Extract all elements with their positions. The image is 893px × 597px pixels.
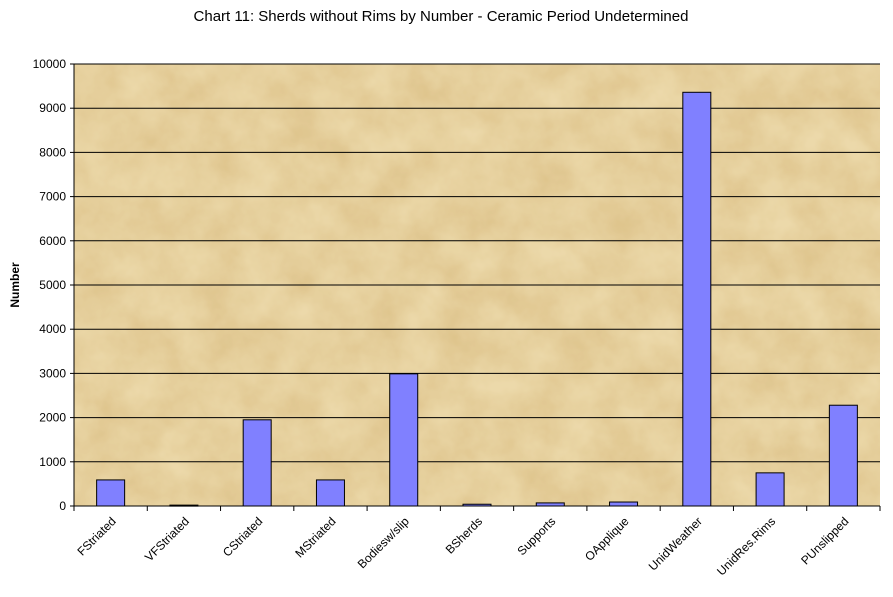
y-axis-ticks: 0 1000 2000 3000 4000 5000 6000 7000 8000 9000 100… [33,57,74,513]
x-tick-label: UnidWeather [646,514,705,573]
y-tick-label: 9000 [39,101,66,115]
x-tick-label: BSherds [443,514,485,556]
chart-title: Chart 11: Sherds without Rims by Number … [194,8,689,25]
x-tick-label: Supports [515,514,559,558]
bar-unidweather [682,91,712,507]
x-tick-label: UnidRes.Rims [714,514,778,578]
bar-punslipped [828,404,858,507]
bar-fstriated [96,479,126,507]
bar-unidres-rims [755,472,785,507]
y-tick-label: 7000 [39,190,66,204]
y-tick-label: 6000 [39,234,66,248]
y-axis-label: Number [8,262,22,308]
bar-bodiesw-slip [389,373,419,507]
gridlines [74,63,880,463]
x-tick-label: MStriated [292,514,338,560]
y-tick-label: 0 [59,499,66,513]
x-tick-label: OApplique [582,514,632,564]
y-tick-label: 1000 [39,455,66,469]
x-tick-label: Bodiesw/slip [355,514,412,571]
x-tick-label: FStriated [74,514,118,558]
x-tick-label: PUnslipped [798,514,851,567]
bar-mstriated [315,479,345,507]
x-tick-label: VFStriated [142,514,192,564]
y-tick-label: 4000 [39,322,66,336]
bar-cstriated [242,419,272,507]
y-tick-label: 8000 [39,145,66,159]
y-tick-label: 3000 [39,366,66,380]
bar-oapplique [609,501,639,507]
y-tick-label: 5000 [39,278,66,292]
y-tick-label: 2000 [39,411,66,425]
x-axis-ticks: FStriated VFStriated CStriated MStriated Bod… [73,506,881,578]
y-tick-label: 10000 [33,57,67,71]
bars [96,91,858,507]
x-tick-label: CStriated [220,514,265,559]
